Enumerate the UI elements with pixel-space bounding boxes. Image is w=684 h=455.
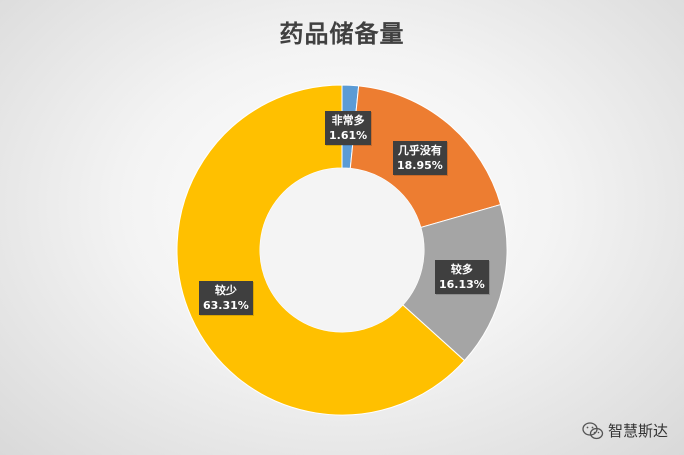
donut-hole: [260, 168, 424, 332]
chart-title: 药品储备量: [279, 20, 405, 48]
wechat-icon: [582, 421, 604, 439]
data-label-category: 较多: [450, 263, 473, 276]
data-label-category: 较少: [214, 284, 237, 297]
watermark: 智慧斯达: [582, 420, 668, 441]
data-label-value: 1.61%: [329, 129, 368, 142]
data-label-value: 63.31%: [203, 299, 249, 312]
data-label-category: 几乎没有: [397, 144, 442, 157]
data-label: 较多 16.13%: [435, 260, 489, 294]
data-label: 非常多 1.61%: [325, 111, 372, 145]
data-label-category: 非常多: [331, 114, 365, 127]
watermark-text: 智慧斯达: [607, 422, 668, 440]
data-label-value: 16.13%: [439, 278, 485, 291]
data-label-value: 18.95%: [397, 159, 443, 172]
data-label: 几乎没有 18.95%: [393, 141, 447, 175]
data-label: 较少 63.31%: [199, 281, 253, 315]
